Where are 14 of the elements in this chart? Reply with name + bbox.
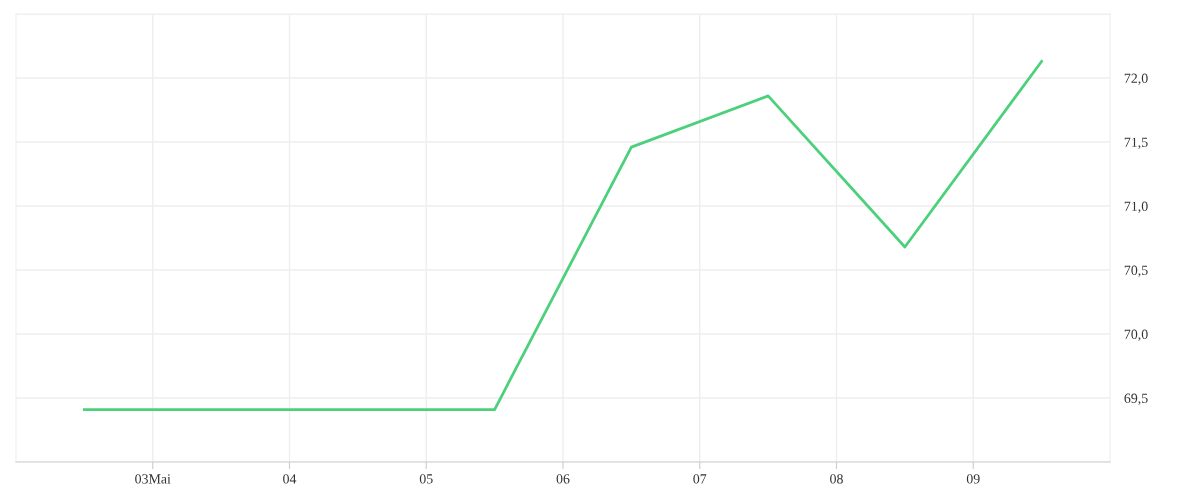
x-tick-label: 03Mai: [135, 474, 171, 484]
y-tick-label: 70,0: [1124, 329, 1148, 341]
x-tick-label: 05: [419, 474, 433, 484]
x-tick-label: 09: [966, 474, 980, 484]
x-tick-label: 08: [830, 474, 843, 484]
y-tick-label: 71,0: [1124, 201, 1148, 213]
x-tick-label: 04: [283, 474, 297, 484]
y-tick-label: 70,5: [1124, 265, 1148, 277]
line-series: [82, 59, 1044, 411]
x-tick-label: 07: [693, 474, 707, 484]
y-tick-label: 71,5: [1124, 137, 1148, 149]
y-tick-label: 72,0: [1124, 73, 1148, 85]
y-tick-label: 69,5: [1124, 393, 1148, 405]
x-tick-label: 06: [556, 474, 570, 484]
